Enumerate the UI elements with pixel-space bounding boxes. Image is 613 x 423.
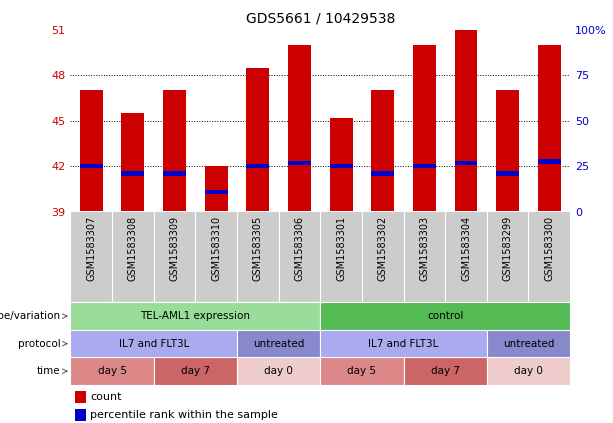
Bar xyxy=(487,212,528,302)
Bar xyxy=(70,357,154,385)
Text: day 7: day 7 xyxy=(431,366,460,376)
Bar xyxy=(196,212,237,302)
Text: untreated: untreated xyxy=(503,339,554,349)
Bar xyxy=(121,113,145,212)
Text: count: count xyxy=(91,392,122,402)
Bar xyxy=(330,164,352,168)
Bar xyxy=(237,357,320,385)
Bar xyxy=(413,164,436,168)
Text: GSM1583305: GSM1583305 xyxy=(253,216,263,281)
Bar xyxy=(445,212,487,302)
Bar xyxy=(288,161,311,165)
Bar xyxy=(320,357,403,385)
Text: IL7 and FLT3L: IL7 and FLT3L xyxy=(368,339,439,349)
Bar xyxy=(205,166,227,212)
Bar xyxy=(163,90,186,212)
Bar xyxy=(320,212,362,302)
Text: GSM1583308: GSM1583308 xyxy=(128,216,138,281)
Bar xyxy=(413,45,436,212)
Text: day 7: day 7 xyxy=(181,366,210,376)
Bar xyxy=(487,330,570,357)
Text: time: time xyxy=(37,366,61,376)
Bar xyxy=(538,45,561,212)
Bar xyxy=(246,68,269,212)
Bar xyxy=(288,45,311,212)
Text: day 5: day 5 xyxy=(348,366,376,376)
Bar xyxy=(330,118,352,212)
Bar xyxy=(70,302,320,330)
Text: GSM1583304: GSM1583304 xyxy=(461,216,471,281)
Bar xyxy=(237,330,320,357)
Bar xyxy=(371,90,394,212)
Text: GSM1583310: GSM1583310 xyxy=(211,216,221,281)
Bar xyxy=(371,171,394,176)
Bar xyxy=(112,212,154,302)
Bar xyxy=(487,357,570,385)
Bar xyxy=(320,330,487,357)
Bar xyxy=(279,212,321,302)
Text: control: control xyxy=(427,311,463,321)
Bar xyxy=(70,212,112,302)
Title: GDS5661 / 10429538: GDS5661 / 10429538 xyxy=(246,12,395,26)
Text: day 5: day 5 xyxy=(97,366,127,376)
Bar xyxy=(154,212,196,302)
Bar xyxy=(362,212,403,302)
Bar xyxy=(80,164,103,168)
Bar xyxy=(455,30,478,212)
Text: day 0: day 0 xyxy=(514,366,543,376)
Text: GSM1583302: GSM1583302 xyxy=(378,216,388,281)
Text: untreated: untreated xyxy=(253,339,304,349)
Text: GSM1583300: GSM1583300 xyxy=(544,216,554,281)
Bar xyxy=(75,409,86,421)
Bar xyxy=(528,212,570,302)
Bar xyxy=(403,357,487,385)
Bar xyxy=(496,171,519,176)
Text: GSM1583307: GSM1583307 xyxy=(86,216,96,281)
Bar xyxy=(237,212,279,302)
Bar xyxy=(246,164,269,168)
Text: GSM1583301: GSM1583301 xyxy=(336,216,346,281)
Text: genotype/variation: genotype/variation xyxy=(0,311,61,321)
Bar xyxy=(205,190,227,194)
Bar xyxy=(80,90,103,212)
Bar xyxy=(75,391,86,403)
Text: IL7 and FLT3L: IL7 and FLT3L xyxy=(118,339,189,349)
Text: day 0: day 0 xyxy=(264,366,293,376)
Text: protocol: protocol xyxy=(18,339,61,349)
Text: GSM1583306: GSM1583306 xyxy=(294,216,305,281)
Text: GSM1583309: GSM1583309 xyxy=(170,216,180,281)
Bar xyxy=(403,212,445,302)
Bar xyxy=(538,159,561,164)
Text: percentile rank within the sample: percentile rank within the sample xyxy=(91,410,278,420)
Bar xyxy=(320,302,570,330)
Bar xyxy=(154,357,237,385)
Bar xyxy=(121,171,145,176)
Text: GSM1583303: GSM1583303 xyxy=(419,216,429,281)
Bar xyxy=(70,330,237,357)
Bar xyxy=(163,171,186,176)
Bar xyxy=(496,90,519,212)
Text: TEL-AML1 expression: TEL-AML1 expression xyxy=(140,311,250,321)
Bar xyxy=(455,161,478,165)
Text: GSM1583299: GSM1583299 xyxy=(503,216,512,281)
